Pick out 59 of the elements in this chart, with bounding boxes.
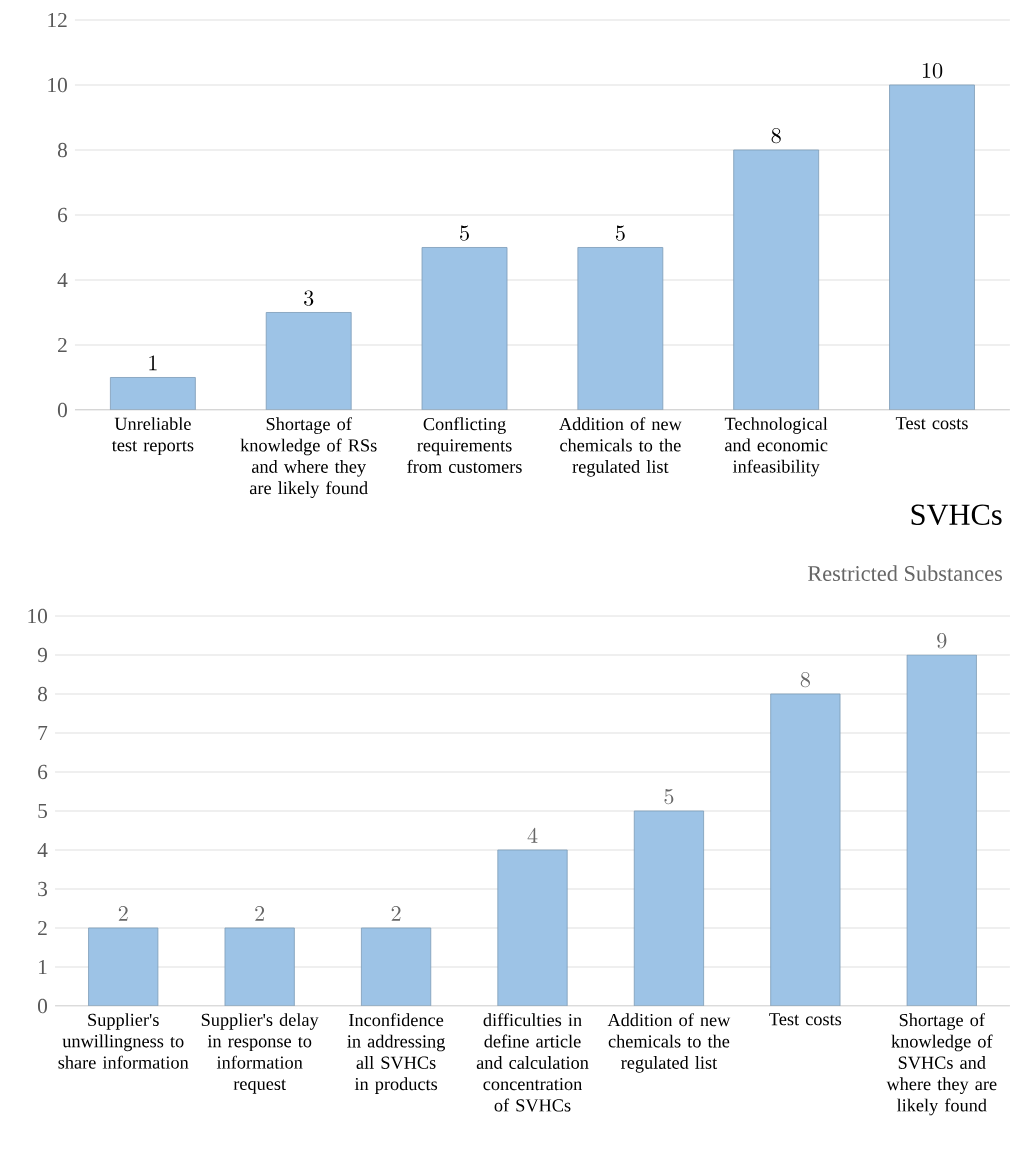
data-label: 5 bbox=[664, 789, 674, 805]
y-tick-label: 6 bbox=[38, 764, 48, 780]
y-tick-label: 4 bbox=[57, 272, 68, 288]
bar bbox=[889, 84, 975, 410]
y-tick-label: 0 bbox=[57, 402, 67, 418]
bar bbox=[497, 849, 568, 1006]
x-tick-label: difficulties in define article and calculation concentration of SVHCs bbox=[476, 1013, 589, 1112]
y-tick-label: 5 bbox=[38, 803, 48, 819]
data-label: 8 bbox=[771, 128, 781, 144]
bar bbox=[577, 247, 664, 410]
y-tick-label: 8 bbox=[38, 686, 48, 702]
y-tick-label: 9 bbox=[37, 647, 47, 663]
x-tick-label: Unreliable test reports bbox=[111, 417, 194, 456]
x-tick-label: Technological and economic infeasibility bbox=[724, 417, 828, 477]
x-tick-label: Inconfidence in addressing all SVHCs in products bbox=[347, 1013, 446, 1094]
data-label: 10 bbox=[922, 63, 943, 79]
x-tick-label: Addition of new chemicals to the regulated list bbox=[559, 417, 682, 477]
bar bbox=[110, 377, 196, 410]
bar bbox=[770, 693, 841, 1006]
bar bbox=[88, 927, 159, 1006]
y-tick-label: 6 bbox=[58, 207, 68, 223]
bar bbox=[733, 149, 820, 410]
data-label: 5 bbox=[615, 225, 625, 241]
bar bbox=[224, 927, 295, 1006]
chart-title: Restricted Substances bbox=[807, 565, 1003, 582]
data-label: 4 bbox=[527, 827, 538, 843]
y-tick-label: 4 bbox=[37, 843, 48, 858]
y-tick-label: 1 bbox=[39, 959, 47, 975]
y-tick-label: 8 bbox=[57, 142, 67, 158]
bar bbox=[265, 312, 352, 410]
x-tick-label: Test costs bbox=[895, 417, 968, 430]
bar bbox=[633, 810, 705, 1006]
bar bbox=[906, 654, 977, 1006]
y-tick-label: 2 bbox=[38, 920, 47, 936]
y-tick-label: 3 bbox=[38, 881, 48, 897]
x-tick-label: Shortage of knowledge of RSs and where they are likely found bbox=[240, 417, 377, 498]
x-tick-label: Conflicting requirements from customers bbox=[407, 417, 522, 473]
bar bbox=[421, 247, 508, 410]
data-label: 2 bbox=[255, 906, 265, 921]
y-tick-label: 7 bbox=[38, 726, 48, 740]
y-tick-label: 10 bbox=[28, 608, 48, 624]
bar bbox=[361, 927, 432, 1006]
data-label: 1 bbox=[149, 355, 157, 371]
x-tick-label: Supplier's unwillingness to share information bbox=[58, 1013, 189, 1069]
data-label: 3 bbox=[304, 290, 314, 306]
data-label: 9 bbox=[937, 633, 947, 649]
x-tick-label: Addition of new chemicals to the regulated list bbox=[607, 1013, 731, 1073]
x-tick-label: Test costs bbox=[769, 1013, 842, 1026]
text: SVHCs bbox=[911, 504, 1002, 526]
x-tick-label: Shortage of knowledge of SVHCs and where they are likely found bbox=[886, 1013, 997, 1116]
data-label: 8 bbox=[800, 672, 810, 688]
data-label: 2 bbox=[118, 906, 128, 921]
y-tick-label: 0 bbox=[38, 998, 48, 1014]
x-tick-label: Supplier's delay in response to information request bbox=[201, 1013, 319, 1094]
y-tick-label: 12 bbox=[48, 12, 67, 28]
y-tick-label: 10 bbox=[48, 77, 67, 93]
y-tick-label: 2 bbox=[58, 337, 67, 353]
data-label: 2 bbox=[391, 906, 401, 921]
data-label: 5 bbox=[460, 225, 469, 241]
